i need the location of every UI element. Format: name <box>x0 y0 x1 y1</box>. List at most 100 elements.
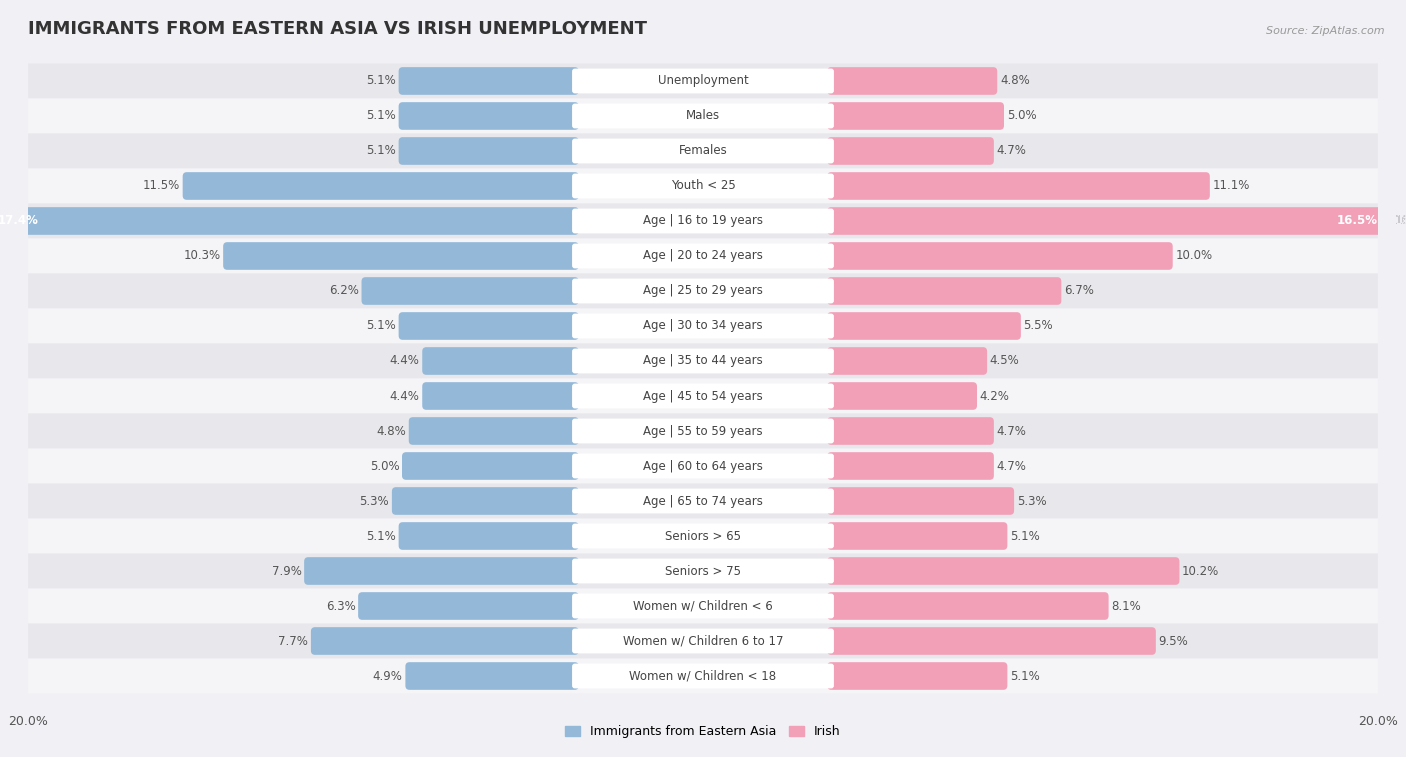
FancyBboxPatch shape <box>28 204 1378 238</box>
FancyBboxPatch shape <box>399 67 579 95</box>
Text: 6.7%: 6.7% <box>1064 285 1094 298</box>
FancyBboxPatch shape <box>572 664 834 688</box>
FancyBboxPatch shape <box>422 382 579 410</box>
Legend: Immigrants from Eastern Asia, Irish: Immigrants from Eastern Asia, Irish <box>560 721 846 743</box>
FancyBboxPatch shape <box>28 238 1378 273</box>
FancyBboxPatch shape <box>28 98 1378 133</box>
FancyBboxPatch shape <box>572 348 834 373</box>
FancyBboxPatch shape <box>827 557 1180 585</box>
Text: 4.4%: 4.4% <box>389 390 419 403</box>
FancyBboxPatch shape <box>28 659 1378 693</box>
Text: 5.1%: 5.1% <box>1010 529 1040 543</box>
Text: 5.1%: 5.1% <box>366 110 396 123</box>
Text: Age | 65 to 74 years: Age | 65 to 74 years <box>643 494 763 507</box>
FancyBboxPatch shape <box>827 137 994 165</box>
FancyBboxPatch shape <box>572 559 834 584</box>
FancyBboxPatch shape <box>399 522 579 550</box>
Text: Women w/ Children < 18: Women w/ Children < 18 <box>630 669 776 683</box>
FancyBboxPatch shape <box>827 522 1007 550</box>
FancyBboxPatch shape <box>572 384 834 409</box>
FancyBboxPatch shape <box>827 312 1021 340</box>
Text: IMMIGRANTS FROM EASTERN ASIA VS IRISH UNEMPLOYMENT: IMMIGRANTS FROM EASTERN ASIA VS IRISH UN… <box>28 20 647 38</box>
FancyBboxPatch shape <box>311 628 579 655</box>
FancyBboxPatch shape <box>402 452 579 480</box>
FancyBboxPatch shape <box>28 484 1378 519</box>
Text: 5.0%: 5.0% <box>370 459 399 472</box>
FancyBboxPatch shape <box>572 593 834 618</box>
Text: Unemployment: Unemployment <box>658 74 748 88</box>
FancyBboxPatch shape <box>28 413 1378 448</box>
Text: 11.5%: 11.5% <box>143 179 180 192</box>
Text: 11.1%: 11.1% <box>1212 179 1250 192</box>
FancyBboxPatch shape <box>28 64 1378 98</box>
FancyBboxPatch shape <box>572 139 834 164</box>
Text: 4.7%: 4.7% <box>997 425 1026 438</box>
FancyBboxPatch shape <box>827 207 1392 235</box>
FancyBboxPatch shape <box>572 173 834 198</box>
Text: 5.5%: 5.5% <box>1024 319 1053 332</box>
FancyBboxPatch shape <box>392 488 579 515</box>
FancyBboxPatch shape <box>827 452 994 480</box>
Text: Age | 45 to 54 years: Age | 45 to 54 years <box>643 390 763 403</box>
Text: 4.9%: 4.9% <box>373 669 402 683</box>
Text: 6.3%: 6.3% <box>326 600 356 612</box>
Text: 17.4%: 17.4% <box>0 214 38 228</box>
FancyBboxPatch shape <box>827 67 997 95</box>
FancyBboxPatch shape <box>572 209 834 233</box>
FancyBboxPatch shape <box>572 488 834 513</box>
Text: 5.1%: 5.1% <box>366 74 396 88</box>
Text: 5.1%: 5.1% <box>366 529 396 543</box>
Text: 5.0%: 5.0% <box>1007 110 1036 123</box>
FancyBboxPatch shape <box>183 172 579 200</box>
Text: Age | 25 to 29 years: Age | 25 to 29 years <box>643 285 763 298</box>
FancyBboxPatch shape <box>28 378 1378 413</box>
FancyBboxPatch shape <box>224 242 579 269</box>
Text: 16.5%: 16.5% <box>1395 214 1406 228</box>
FancyBboxPatch shape <box>572 313 834 338</box>
FancyBboxPatch shape <box>361 277 579 305</box>
Text: 16.5%: 16.5% <box>1395 214 1406 228</box>
FancyBboxPatch shape <box>572 69 834 93</box>
FancyBboxPatch shape <box>28 624 1378 659</box>
Text: 10.0%: 10.0% <box>1175 250 1212 263</box>
FancyBboxPatch shape <box>827 662 1007 690</box>
FancyBboxPatch shape <box>572 244 834 269</box>
Text: 4.2%: 4.2% <box>980 390 1010 403</box>
Text: Seniors > 65: Seniors > 65 <box>665 529 741 543</box>
Text: 5.3%: 5.3% <box>1017 494 1046 507</box>
FancyBboxPatch shape <box>827 488 1014 515</box>
FancyBboxPatch shape <box>827 592 1108 620</box>
FancyBboxPatch shape <box>827 628 1156 655</box>
FancyBboxPatch shape <box>28 309 1378 344</box>
Text: 4.7%: 4.7% <box>997 459 1026 472</box>
FancyBboxPatch shape <box>572 419 834 444</box>
Text: Age | 16 to 19 years: Age | 16 to 19 years <box>643 214 763 228</box>
Text: 5.1%: 5.1% <box>366 319 396 332</box>
FancyBboxPatch shape <box>399 102 579 129</box>
Text: 4.4%: 4.4% <box>389 354 419 367</box>
FancyBboxPatch shape <box>304 557 579 585</box>
FancyBboxPatch shape <box>28 133 1378 169</box>
FancyBboxPatch shape <box>28 169 1378 204</box>
Text: 6.2%: 6.2% <box>329 285 359 298</box>
Text: Age | 55 to 59 years: Age | 55 to 59 years <box>643 425 763 438</box>
FancyBboxPatch shape <box>827 172 1209 200</box>
Text: Women w/ Children 6 to 17: Women w/ Children 6 to 17 <box>623 634 783 647</box>
Text: 5.1%: 5.1% <box>366 145 396 157</box>
FancyBboxPatch shape <box>359 592 579 620</box>
FancyBboxPatch shape <box>827 382 977 410</box>
FancyBboxPatch shape <box>409 417 579 445</box>
Text: 4.8%: 4.8% <box>1000 74 1029 88</box>
FancyBboxPatch shape <box>28 273 1378 309</box>
FancyBboxPatch shape <box>0 207 579 235</box>
Text: Seniors > 75: Seniors > 75 <box>665 565 741 578</box>
FancyBboxPatch shape <box>28 344 1378 378</box>
Text: 7.7%: 7.7% <box>278 634 308 647</box>
FancyBboxPatch shape <box>572 628 834 653</box>
FancyBboxPatch shape <box>827 242 1173 269</box>
FancyBboxPatch shape <box>28 448 1378 484</box>
FancyBboxPatch shape <box>399 137 579 165</box>
Text: Age | 35 to 44 years: Age | 35 to 44 years <box>643 354 763 367</box>
FancyBboxPatch shape <box>572 104 834 129</box>
FancyBboxPatch shape <box>827 277 1062 305</box>
